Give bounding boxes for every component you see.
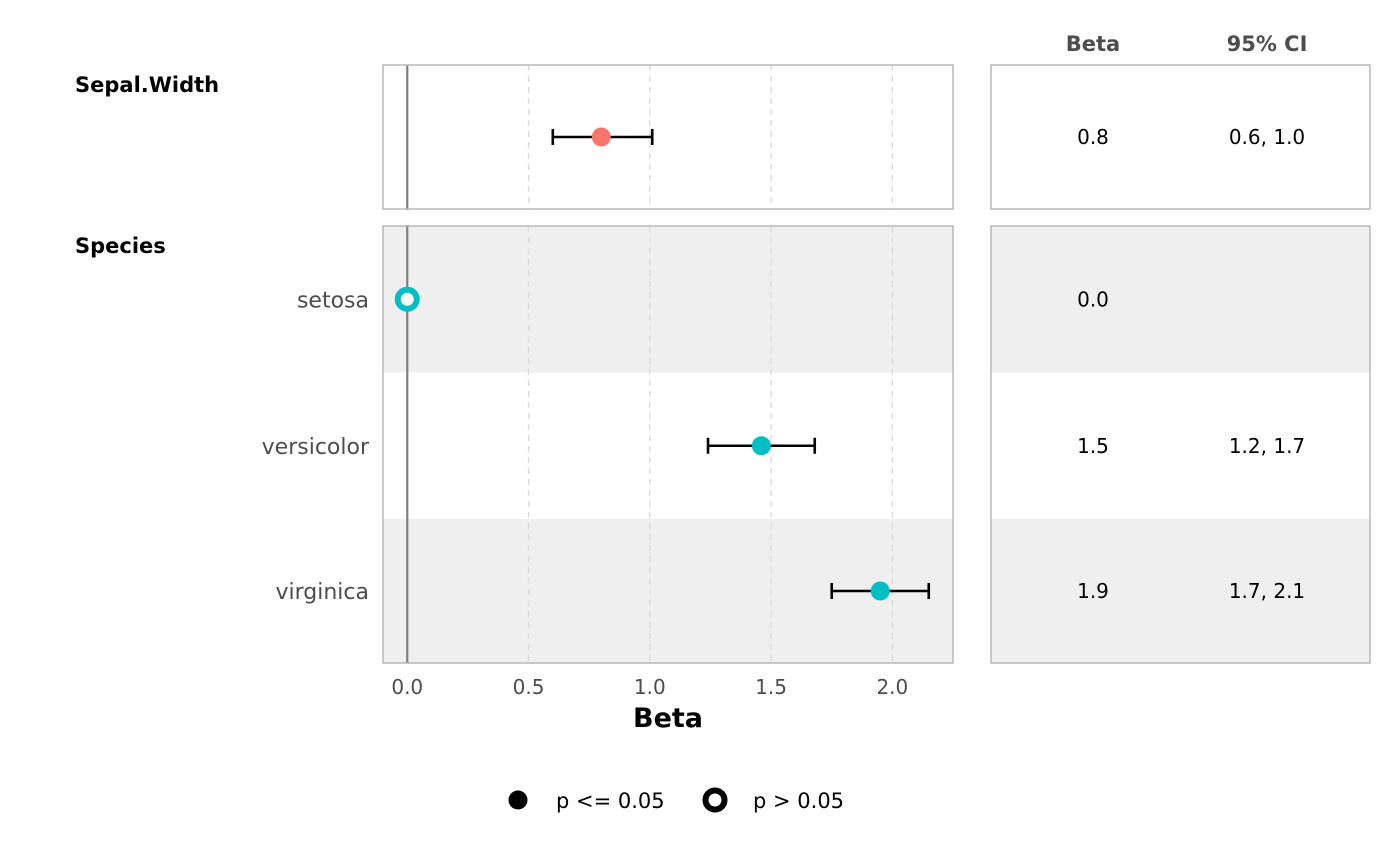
plot-panel-border: [382, 225, 954, 664]
table-header-beta: Beta: [1066, 32, 1120, 56]
panel-gap: [404, 210, 411, 225]
x-axis-label: Beta: [633, 703, 703, 734]
table-header-ci: 95% CI: [1227, 32, 1308, 56]
row-label: virginica: [276, 580, 370, 605]
estimate-point-hollow: [394, 286, 420, 312]
x-tick-label: 0.5: [513, 675, 545, 699]
table-cell-beta: 0.0: [1077, 287, 1109, 311]
row-labels: Sepal.Width Species setosa versicolor virgin…: [75, 73, 370, 605]
plot-panel-border: [382, 64, 954, 210]
legend-label: p > 0.05: [753, 789, 844, 813]
estimate-point: [591, 127, 611, 147]
table-panel-border: [990, 64, 1371, 210]
group-label: Species: [75, 234, 166, 258]
row-label: setosa: [297, 288, 369, 313]
estimate-point: [870, 581, 890, 601]
estimate-marks: [394, 127, 931, 601]
table-row-stripe: [991, 226, 1370, 373]
table-cell-beta: 1.5: [1077, 434, 1109, 458]
group-label: Sepal.Width: [75, 73, 219, 97]
row-stripe: [383, 226, 953, 373]
legend-label: p <= 0.05: [556, 789, 665, 813]
x-tick-label: 0.0: [391, 675, 423, 699]
estimate-point: [751, 436, 771, 456]
table-panel-border: [990, 225, 1371, 664]
table-cell-beta: 1.9: [1077, 579, 1109, 603]
x-tick-label: 1.0: [634, 675, 666, 699]
x-tick-label: 2.0: [876, 675, 908, 699]
table-row-stripe: [991, 519, 1370, 663]
table-cell-ci: 0.6, 1.0: [1229, 125, 1305, 149]
table-cell-ci: 1.7, 2.1: [1229, 579, 1305, 603]
legend-symbol-filled: [508, 790, 528, 810]
estimates-table: 0.8 0.6, 1.0 0.0 1.5 1.2, 1.7 1.9 1.7, 2.1: [1077, 125, 1305, 603]
row-label: versicolor: [262, 435, 370, 460]
x-axis-ticks: 0.0 0.5 1.0 1.5 2.0: [391, 675, 908, 699]
table-cell-beta: 0.8: [1077, 125, 1109, 149]
panel-borders: [382, 64, 1371, 664]
table-cell-ci: 1.2, 1.7: [1229, 434, 1305, 458]
x-tick-label: 1.5: [755, 675, 787, 699]
legend-symbol-hollow: [702, 787, 728, 813]
legend: p <= 0.05 p > 0.05: [508, 787, 844, 813]
